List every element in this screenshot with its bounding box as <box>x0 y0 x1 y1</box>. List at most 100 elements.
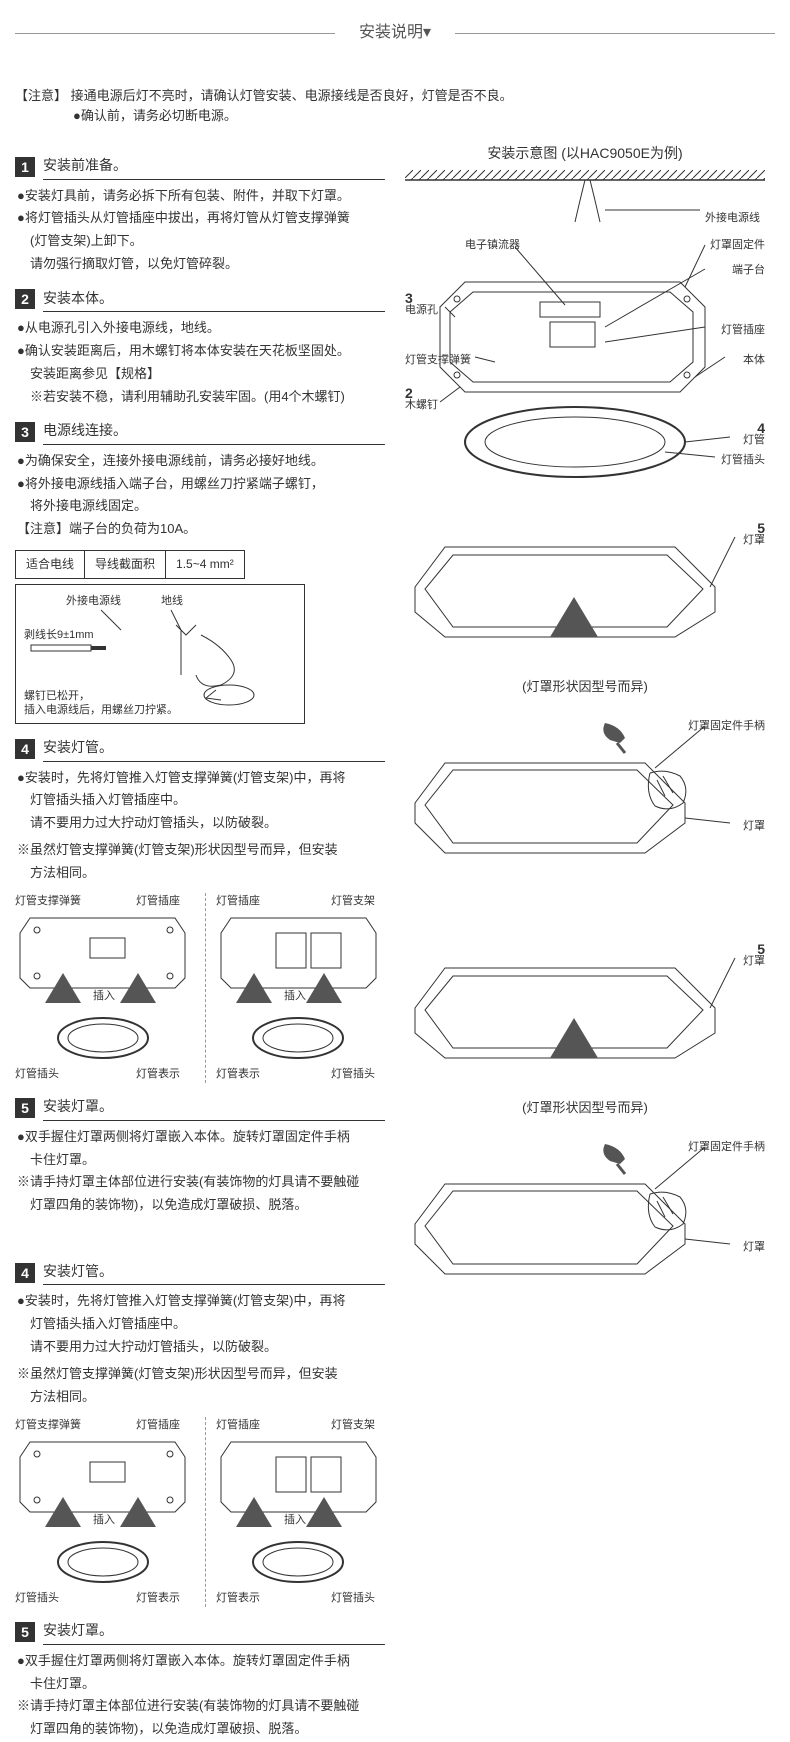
s2-l3: 安装距离参见【规格】 <box>17 364 385 385</box>
s2-l2: ●确认安装距离后，用木螺钉将本体安装在天花板坚固处。 <box>17 341 385 362</box>
cover-lbl2: 灯罩 <box>743 818 765 836</box>
step-4-body: ●安装时，先将灯管推入灯管支撑弹簧(灯管支架)中，再将 灯管插头插入灯管插座中。… <box>15 768 385 884</box>
tube-diagrams: 灯管支撑弹簧 灯管插座 插入 灯管插头 灯管表示 <box>15 893 385 1083</box>
terminal-lbl: 端子台 <box>732 262 765 280</box>
s5-l3: ※请手持灯罩主体部位进行安装(有装饰物的灯具请不要触碰 <box>17 1172 385 1193</box>
cover-illust-1: 5 灯罩 <box>405 517 765 667</box>
sd-insert2: 插入 <box>284 988 306 1006</box>
s4-l4: ※虽然灯管支撑弹簧(灯管支架)形状因型号而异，但安装 <box>17 840 385 861</box>
arrow-icon <box>120 973 156 1003</box>
powerhole-lbl: 电源孔 <box>405 302 438 320</box>
s1-l1: ●安装灯具前，请务必拆下所有包装、附件，并取下灯罩。 <box>17 186 385 207</box>
wb-l5: 插入电源线后，用螺丝刀拧紧。 <box>24 702 178 720</box>
notice-label: 【注意】 <box>15 88 67 103</box>
fixing-lbl: 灯罩固定件 <box>710 237 765 255</box>
sub-dia-a: 灯管支撑弹簧 灯管插座 插入 灯管插头 灯管表示 <box>15 893 190 1083</box>
s5r-l1: ●双手握住灯罩两侧将灯罩嵌入本体。旋转灯罩固定件手柄 <box>17 1651 385 1672</box>
step-4-title-r: 安装灯管。 <box>43 1260 385 1285</box>
s2-l1: ●从电源孔引入外接电源线，地线。 <box>17 318 385 339</box>
s5-l2: 卡住灯罩。 <box>17 1150 385 1171</box>
socket-lbl: 灯管插座 <box>721 322 765 340</box>
arrow-up-icon <box>550 597 598 637</box>
step-2-head: 2 安装本体。 <box>15 287 385 312</box>
s1-l2: ●将灯管插头从灯管插座中拔出，再将灯管从灯管支撑弹簧 <box>17 208 385 229</box>
wood-lbl: 木螺钉 <box>405 397 438 415</box>
cover-illust-1-r: 5 灯罩 <box>405 938 765 1088</box>
step-4-body-r: ●安装时，先将灯管推入灯管支撑弹簧(灯管支架)中，再将 灯管插头插入灯管插座中。… <box>15 1291 385 1407</box>
cover-lbl-r: 灯罩 <box>743 953 765 971</box>
step-1-body: ●安装灯具前，请务必拆下所有包装、附件，并取下灯罩。 ●将灯管插头从灯管插座中拔… <box>15 186 385 275</box>
s1-l3: (灯管支架)上卸下。 <box>17 231 385 252</box>
sub-dia-a-r: 灯管支撑弹簧 灯管插座 插入 灯管插头 灯管表示 <box>15 1417 190 1607</box>
step-4-num-r: 4 <box>15 1263 35 1283</box>
wire-diagram-box: 外接电源线 地线 剥线长9±1mm 螺钉已松开， 插入电源线后，用螺丝刀拧紧。 <box>15 584 305 724</box>
arrow-up-icon <box>550 1018 598 1058</box>
handle-lbl: 灯罩固定件手柄 <box>688 718 765 736</box>
s4r-l5: 方法相同。 <box>17 1387 385 1408</box>
notice-text-2: ●确认前，请务必切断电源。 <box>73 108 237 123</box>
spring-lbl: 灯管支撑弹簧 <box>405 352 471 370</box>
s4r-l3: 请不要用力过大拧动灯管插头，以防破裂。 <box>17 1337 385 1358</box>
sd-plug-r: 灯管插头 <box>15 1590 59 1608</box>
s2-l4: ※若安装不稳，请利用辅助孔安装牢固。(用4个木螺钉) <box>17 387 385 408</box>
right-column: 安装示意图 (以HAC9050E为例) 外接电源线 电子镇流器 灯罩固定件 端子… <box>405 142 765 1742</box>
sd-ind2-r: 灯管表示 <box>216 1590 260 1608</box>
sub-dia-b-r: 灯管插座 灯管支架 插入 灯管表示 灯管插头 <box>205 1417 380 1607</box>
s5r-l2: 卡住灯罩。 <box>17 1674 385 1695</box>
sd-insert-r: 插入 <box>93 1512 115 1530</box>
sub-dia-b: 灯管插座 灯管支架 插入 灯管表示 灯管插头 <box>205 893 380 1083</box>
s3-l4: 【注意】端子台的负荷为10A。 <box>17 519 385 540</box>
s1-l4: 请勿强行摘取灯管，以免灯管碎裂。 <box>17 254 385 275</box>
s5r-l3: ※请手持灯罩主体部位进行安装(有装饰物的灯具请不要触碰 <box>17 1696 385 1717</box>
s5-l4: 灯罩四角的装饰物)，以免造成灯罩破损、脱落。 <box>17 1195 385 1216</box>
step-5-title: 安装灯罩。 <box>43 1095 385 1120</box>
notice-block: 【注意】 接通电源后灯不亮时，请确认灯管安装、电源接线是否良好，灯管是否不良。 … <box>15 86 775 128</box>
spec-c2: 导线截面积 <box>85 550 166 578</box>
diagram-title: 安装示意图 (以HAC9050E为例) <box>405 142 765 164</box>
step-5-head: 5 安装灯罩。 <box>15 1095 385 1120</box>
s5-l1: ●双手握住灯罩两侧将灯罩嵌入本体。旋转灯罩固定件手柄 <box>17 1127 385 1148</box>
ballast-lbl: 电子镇流器 <box>465 237 520 255</box>
step-3-head: 3 电源线连接。 <box>15 419 385 444</box>
s4-l1: ●安装时，先将灯管推入灯管支撑弹簧(灯管支架)中，再将 <box>17 768 385 789</box>
step-2-body: ●从电源孔引入外接电源线，地线。 ●确认安装距离后，用木螺钉将本体安装在天花板坚… <box>15 318 385 407</box>
cover-illust-hand-r: 灯罩固定件手柄 灯罩 <box>405 1139 765 1309</box>
sd-insert: 插入 <box>93 988 115 1006</box>
cover-illust-hand: 灯罩固定件手柄 灯罩 <box>405 718 765 888</box>
sd-ind-r: 灯管表示 <box>136 1590 180 1608</box>
step-1-num: 1 <box>15 157 35 177</box>
cover-lbl2-r: 灯罩 <box>743 1239 765 1257</box>
step-5-body: ●双手握住灯罩两侧将灯罩嵌入本体。旋转灯罩固定件手柄 卡住灯罩。 ※请手持灯罩主… <box>15 1127 385 1216</box>
ext-power-label: 外接电源线 <box>405 210 760 228</box>
sd-ind: 灯管表示 <box>136 1066 180 1084</box>
step-5-body-r: ●双手握住灯罩两侧将灯罩嵌入本体。旋转灯罩固定件手柄 卡住灯罩。 ※请手持灯罩主… <box>15 1651 385 1740</box>
step-2-num: 2 <box>15 289 35 309</box>
step-1-title: 安装前准备。 <box>43 154 385 179</box>
handle-lbl-r: 灯罩固定件手柄 <box>688 1139 765 1157</box>
tube-diagrams-r: 灯管支撑弹簧 灯管插座 插入 灯管插头 灯管表示 <box>15 1417 385 1607</box>
step-4-head: 4 安装灯管。 <box>15 736 385 761</box>
step-4-head-r: 4 安装灯管。 <box>15 1260 385 1285</box>
sd-insert2-r: 插入 <box>284 1512 306 1530</box>
step-5-num: 5 <box>15 1098 35 1118</box>
main-schematic: 电子镇流器 灯罩固定件 端子台 3 电源孔 灯管插座 灯管支撑弹簧 本体 2 木… <box>405 227 765 507</box>
s3-l1: ●为确保安全，连接外接电源线前，请务必接好地线。 <box>17 451 385 472</box>
spec-table: 适合电线 导线截面积 1.5~4 mm² <box>15 550 245 579</box>
spec-c3: 1.5~4 mm² <box>166 550 245 578</box>
s5r-l4: 灯罩四角的装饰物)，以免造成灯罩破损、脱落。 <box>17 1719 385 1740</box>
cover-lbl: 灯罩 <box>743 532 765 550</box>
sd-ind2: 灯管表示 <box>216 1066 260 1084</box>
s4-l5: 方法相同。 <box>17 863 385 884</box>
s4r-l1: ●安装时，先将灯管推入灯管支撑弹簧(灯管支架)中，再将 <box>17 1291 385 1312</box>
s3-l3: 将外接电源线固定。 <box>17 496 385 517</box>
sd-plug2-r: 灯管插头 <box>331 1590 375 1608</box>
arrow-icon <box>120 1497 156 1527</box>
arrow-icon <box>306 1497 342 1527</box>
arrow-icon <box>306 973 342 1003</box>
step-3-num: 3 <box>15 422 35 442</box>
s4-l2: 灯管插头插入灯管插座中。 <box>17 790 385 811</box>
step-2-title: 安装本体。 <box>43 287 385 312</box>
step-5-title-r: 安装灯罩。 <box>43 1619 385 1644</box>
s4r-l4: ※虽然灯管支撑弹簧(灯管支架)形状因型号而异，但安装 <box>17 1364 385 1385</box>
plug-lbl: 灯管插头 <box>721 452 765 470</box>
